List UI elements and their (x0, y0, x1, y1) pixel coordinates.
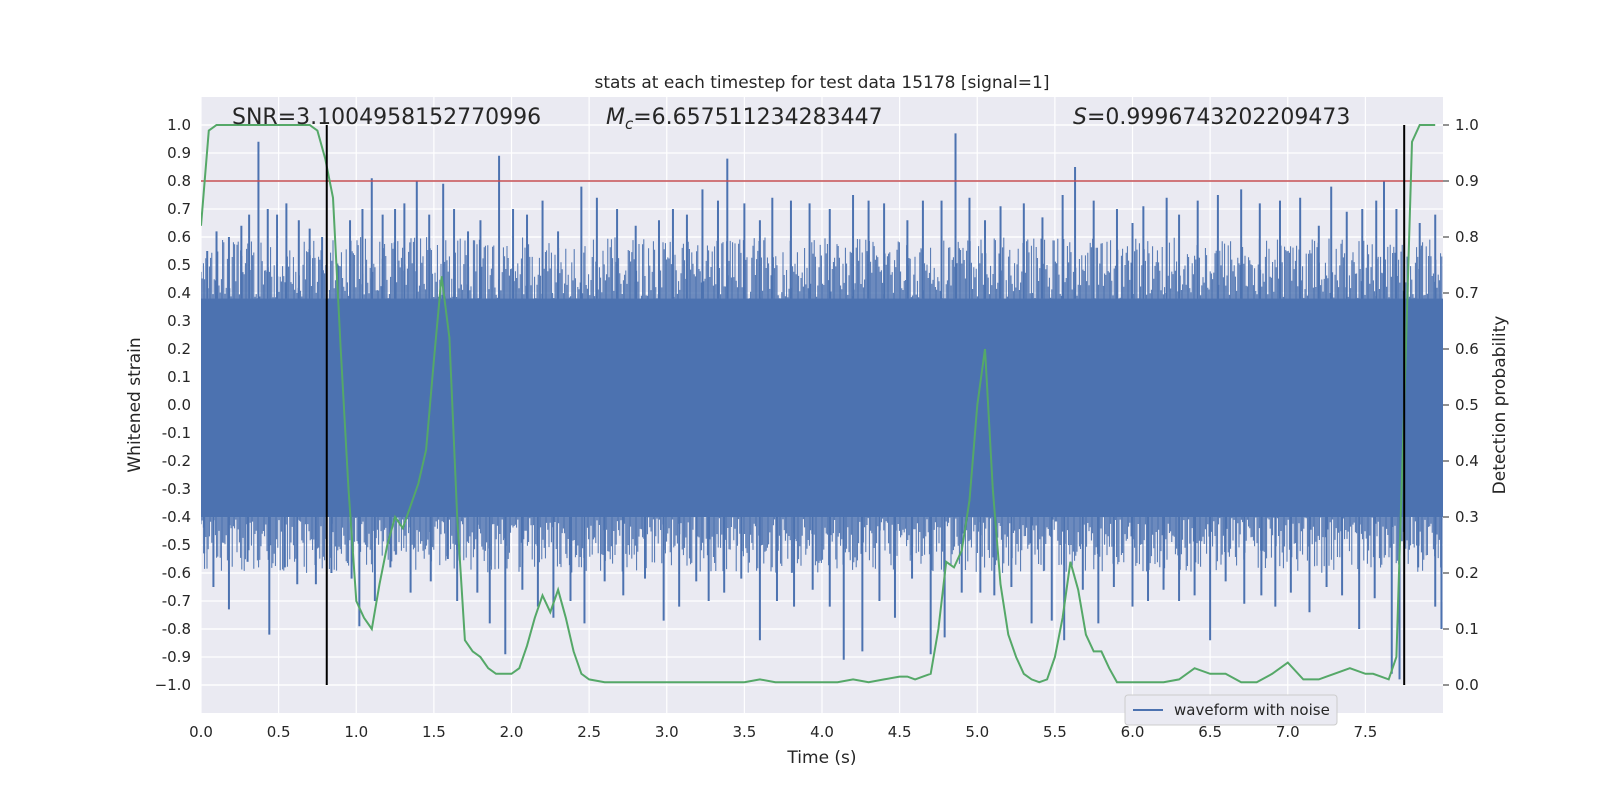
chirp-mass-symbol: M (606, 105, 625, 130)
y2-tick-label: 0.1 (1455, 620, 1479, 638)
s-score-value: =0.9996743202209473 (1087, 105, 1350, 130)
y-tick-label: -0.2 (162, 452, 191, 470)
legend-label-waveform: waveform with noise (1174, 701, 1330, 719)
legend: waveform with noise (1124, 694, 1338, 726)
y-tick-label: -0.8 (162, 620, 191, 638)
x-tick-label: 6.5 (1198, 723, 1222, 741)
y2-tick-label: 0.7 (1455, 284, 1479, 302)
y-tick-label: 0.1 (167, 368, 191, 386)
y-tick-label: 0.7 (167, 200, 191, 218)
waveform-with-noise-series (201, 133, 1443, 680)
y-tick-label: 0.9 (167, 144, 191, 162)
y-tick-label: 0.0 (167, 396, 191, 414)
detection-probability-line (201, 124, 1436, 684)
x-axis-title: Time (s) (786, 748, 856, 768)
x-tick-label: 1.0 (344, 723, 368, 741)
snr-annotation: SNR=3.1004958152770996 (232, 105, 541, 130)
y-tick-label: -0.6 (162, 564, 191, 582)
waveform-noise-core (201, 298, 1443, 517)
x-tick-label: 4.0 (810, 723, 834, 741)
y2-tick-label: 1.0 (1455, 116, 1479, 134)
x-tick-label: 7.0 (1276, 723, 1300, 741)
y2-tick-label: 0.2 (1455, 564, 1479, 582)
y-tick-label: 0.4 (167, 284, 191, 302)
y-tick-label: 0.5 (167, 256, 191, 274)
y2-tick-label: 0.5 (1455, 396, 1479, 414)
y2-tick-label: 0.9 (1455, 172, 1479, 190)
y-tick-label: 0.3 (167, 312, 191, 330)
s-score-annotation: S=0.9996743202209473 (1073, 105, 1350, 130)
chirp-mass-subscript: c (625, 115, 634, 133)
x-tick-label: 6.0 (1121, 723, 1145, 741)
s-score-symbol: S (1073, 105, 1087, 130)
y-tick-label: -0.5 (162, 536, 191, 554)
legend-box (1124, 694, 1338, 726)
y-tick-label: -0.7 (162, 592, 191, 610)
chart-title: stats at each timestep for test data 151… (595, 73, 1050, 93)
x-tick-label: 3.5 (732, 723, 756, 741)
chirp-mass-annotation: Mc=6.657511234283447 (606, 105, 883, 133)
y-tick-label: 0.8 (167, 172, 191, 190)
boundary-lines (325, 125, 1406, 685)
x-tick-label: 4.5 (888, 723, 912, 741)
ticks: 0.0 0.5 1.0 1.5 2.0 2.5 3.0 3.5 4.0 4.5 5.0 5.5 6.0 6… (155, 116, 1479, 741)
x-tick-label: 0.5 (267, 723, 291, 741)
y-tick-label: -0.1 (162, 424, 191, 442)
chirp-mass-value: =6.657511234283447 (633, 105, 882, 130)
y2-tick-label: 0.4 (1455, 452, 1479, 470)
x-tick-label: 3.0 (655, 723, 679, 741)
y2-tick-label: 0.0 (1455, 676, 1479, 694)
y2-tick-label: 0.6 (1455, 340, 1479, 358)
x-tick-label: 2.5 (577, 723, 601, 741)
y2-tick-label: 0.3 (1455, 508, 1479, 526)
waveform-noise-trace (201, 237, 1443, 573)
detection-probability-series (201, 124, 1436, 684)
y-tick-label: −1.0 (155, 676, 191, 694)
y-tick-label: 0.2 (167, 340, 191, 358)
x-tick-label: 5.0 (965, 723, 989, 741)
y-tick-label: -0.4 (162, 508, 191, 526)
x-tick-label: 0.0 (189, 723, 213, 741)
y-tick-label: 1.0 (167, 116, 191, 134)
y-tick-label: -0.9 (162, 648, 191, 666)
y-axis-title: Whitened strain (125, 337, 145, 472)
x-tick-label: 7.5 (1353, 723, 1377, 741)
x-tick-label: 2.0 (500, 723, 524, 741)
y-tick-label: 0.6 (167, 228, 191, 246)
x-tick-label: 5.5 (1043, 723, 1067, 741)
y2-tick-label: 0.8 (1455, 228, 1479, 246)
y-tick-label: -0.3 (162, 480, 191, 498)
x-tick-label: 1.5 (422, 723, 446, 741)
y2-axis-title: Detection probability (1490, 316, 1510, 495)
